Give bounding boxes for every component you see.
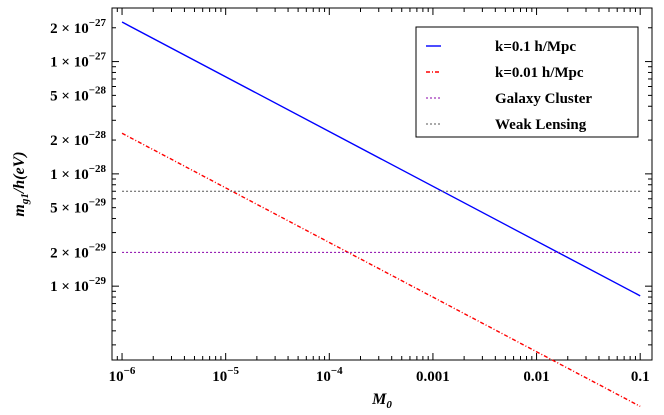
legend: k=0.1 h/Mpc k=0.01 h/Mpc Galaxy Cluster Wea… [415,26,639,138]
y-axis-title-main: m [11,204,28,216]
x-tick-label: 0.1 [631,369,650,385]
series-line-k-0-01-h-mpc [121,132,641,407]
y-tick-label: 5 × 10−29 [50,197,106,217]
legend-label: k=0.1 h/Mpc [495,39,576,55]
y-tick-label-exponent: −27 [89,51,107,63]
y-tick-label: 1 × 10−28 [50,163,106,183]
axis-ticks [111,7,652,360]
x-tick-label: 10−6 [109,365,136,385]
x-tick-label-base: 10 [109,369,124,385]
y-tick-label-exponent: −29 [89,275,107,287]
series-line-k-0-1-h-mpc [121,21,641,297]
x-tick-label-exponent: −4 [331,365,343,377]
y-tick-label: 1 × 10−27 [50,51,106,71]
legend-box [415,26,639,138]
x-tick-label: 0.001 [416,369,450,385]
legend-label: k=0.01 h/Mpc [495,65,584,81]
y-tick-label-exponent: −28 [89,163,107,175]
plot-frame [111,7,653,361]
y-axis-title-rest: /h(eV) [11,151,28,194]
y-tick-label-exponent: −29 [89,241,107,253]
y-axis-title: mg1/h(eV) [11,151,31,216]
y-tick-label-exponent: −27 [89,17,107,29]
y-tick-label: 2 × 10−27 [50,17,106,37]
y-tick-labels: 2 × 10−271 × 10−275 × 10−282 × 10−281 × … [50,17,106,295]
y-tick-label-mantissa: 5 × 10 [50,201,89,217]
legend-items: k=0.1 h/Mpc k=0.01 h/Mpc Galaxy Cluster Wea… [426,39,592,133]
y-tick-label: 1 × 10−29 [50,275,106,295]
series-layer [121,21,641,407]
y-tick-label-exponent: −29 [89,197,107,209]
x-axis-title-main: M [371,391,387,408]
y-tick-label-mantissa: 1 × 10 [50,167,89,183]
y-tick-label-exponent: −28 [89,129,107,141]
x-axis-title-sub: 0 [386,399,392,411]
x-tick-label-base: 10 [212,369,227,385]
x-tick-label-exponent: −6 [124,365,136,377]
y-tick-label-mantissa: 1 × 10 [50,279,89,295]
y-tick-label-mantissa: 2 × 10 [50,133,89,149]
y-tick-label-mantissa: 5 × 10 [50,88,89,104]
x-tick-label: 10−5 [212,365,239,385]
x-tick-labels: 10−6 10−5 10−4 0.001 0.01 0.1 [109,365,650,385]
y-tick-label: 2 × 10−28 [50,129,106,149]
y-tick-label-mantissa: 2 × 10 [50,245,89,261]
x-tick-label-exponent: −5 [227,365,239,377]
y-tick-label-exponent: −28 [89,84,107,96]
y-axis-title-sub: g1 [19,193,31,205]
legend-label: Galaxy Cluster [495,91,592,107]
y-tick-label: 2 × 10−29 [50,241,106,261]
y-tick-label-mantissa: 2 × 10 [50,21,89,37]
y-tick-label: 5 × 10−28 [50,84,106,104]
x-tick-label: 10−4 [316,365,343,385]
x-axis-title: M0 [371,391,392,411]
x-tick-label-base: 10 [316,369,331,385]
y-tick-label-mantissa: 1 × 10 [50,55,89,71]
x-tick-label: 0.01 [523,369,549,385]
legend-label: Weak Lensing [495,117,587,133]
